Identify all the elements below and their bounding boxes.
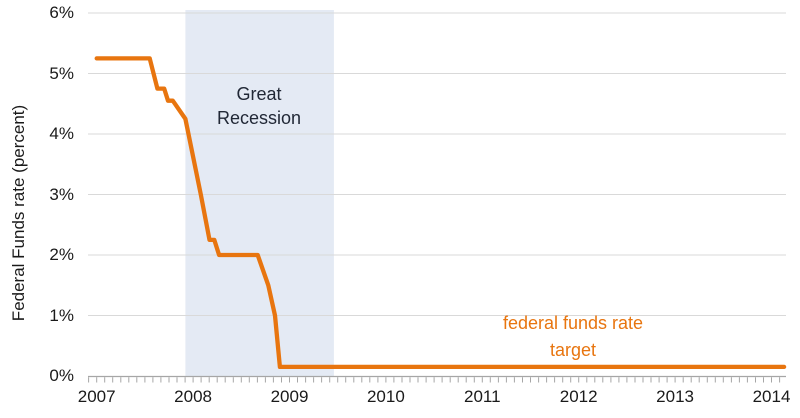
y-tick-label-5pct: 5%: [49, 63, 74, 83]
recession-band: [185, 10, 334, 376]
y-tick-label-6pct: 6%: [49, 3, 74, 22]
x-tick-label-2009: 2009: [270, 387, 309, 406]
y-tick-label-3pct: 3%: [49, 184, 74, 204]
y-tick-label-1pct: 1%: [49, 305, 74, 325]
x-tick-label-2011: 2011: [464, 387, 501, 406]
x-tick-label-2014: 2014: [752, 387, 791, 406]
x-tick-label-2008: 2008: [174, 387, 212, 406]
x-tick-label-2010: 2010: [366, 387, 405, 406]
y-tick-label-0pct: 0%: [49, 366, 74, 385]
y-tick-label-2pct: 2%: [49, 245, 74, 264]
y-tick-label-4pct: 4%: [49, 124, 74, 143]
series-label-fed-funds-target: federal funds rate target: [502, 313, 644, 360]
x-tick-label-2013: 2013: [656, 387, 694, 406]
x-tick-label-2007: 2007: [77, 387, 116, 406]
x-tick-label-2012: 2012: [559, 387, 598, 406]
recession-band-label: Great Recession: [216, 84, 302, 128]
series-line-fed-funds-target: [94, 56, 787, 370]
